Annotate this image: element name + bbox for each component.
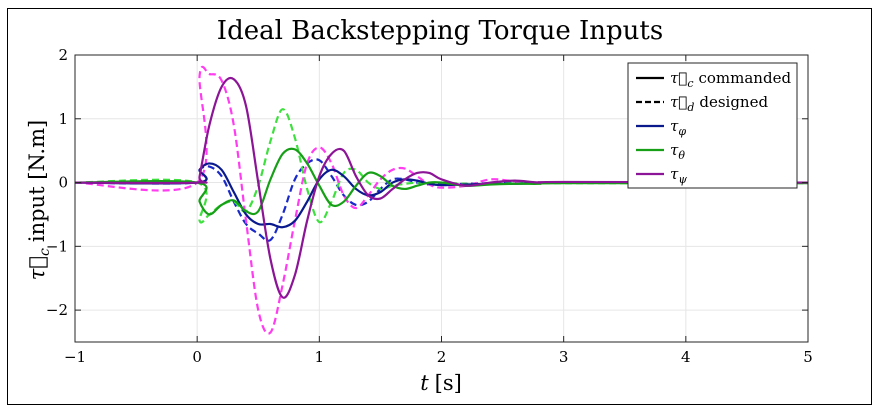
y-tick-label: 0: [58, 174, 68, 192]
legend-entry: τθ: [670, 141, 685, 162]
legend-symbol: τ: [670, 165, 679, 183]
legend-symbol: τ⃗: [670, 69, 687, 87]
legend-subscript: d: [687, 101, 694, 114]
series-layer: [74, 65, 809, 335]
x-axis-label: t [s]: [420, 371, 462, 395]
series-line-psi_des: [74, 65, 808, 335]
x-axis-unit: [s]: [435, 371, 462, 395]
series-line-theta_cmd: [74, 147, 809, 216]
y-axis-symbol: τ⃗: [25, 256, 49, 280]
legend-entry: τ⃗d designed: [670, 93, 768, 114]
x-axis-symbol: t: [420, 371, 429, 395]
y-tick-labels: 2 1 0 −1 −2: [46, 46, 68, 319]
y-axis-subscript: c: [37, 248, 53, 256]
axis-ticks: [74, 54, 809, 342]
y-tick-label: −1: [46, 237, 68, 255]
x-tick-label: 0: [192, 348, 202, 366]
y-axis-label: τ⃗c input [N.m]: [25, 120, 53, 280]
legend-subscript: ψ: [678, 173, 687, 186]
legend-subscript: c: [687, 77, 693, 90]
x-tick-label: 5: [803, 348, 813, 366]
legend-symbol: τ: [670, 117, 679, 135]
legend-entry: τ⃗c commanded: [670, 69, 791, 90]
x-tick-label: 4: [681, 348, 691, 366]
y-tick-label: 2: [58, 46, 68, 64]
y-tick-label: 1: [58, 110, 68, 128]
legend-subscript: φ: [678, 125, 686, 138]
x-tick-labels: −1 0 1 2 3 4 5: [64, 348, 813, 366]
x-tick-label: 3: [559, 348, 569, 366]
legend-symbol: τ⃗: [670, 93, 687, 111]
chart-title: Ideal Backstepping Torque Inputs: [217, 16, 663, 46]
legend-entry: τφ: [670, 117, 686, 138]
legend-subscript: θ: [678, 149, 685, 162]
legend-text: commanded: [698, 69, 791, 87]
series-line-psi_cmd: [74, 76, 809, 299]
legend-text: designed: [699, 93, 768, 111]
x-tick-label: 2: [437, 348, 447, 366]
y-tick-label: −2: [46, 301, 68, 319]
x-tick-label: 1: [315, 348, 325, 366]
legend-symbol: τ: [670, 141, 679, 159]
x-tick-label: −1: [64, 348, 86, 366]
y-axis-text: input [N.m]: [25, 120, 49, 242]
legend-entry: τψ: [670, 165, 687, 186]
